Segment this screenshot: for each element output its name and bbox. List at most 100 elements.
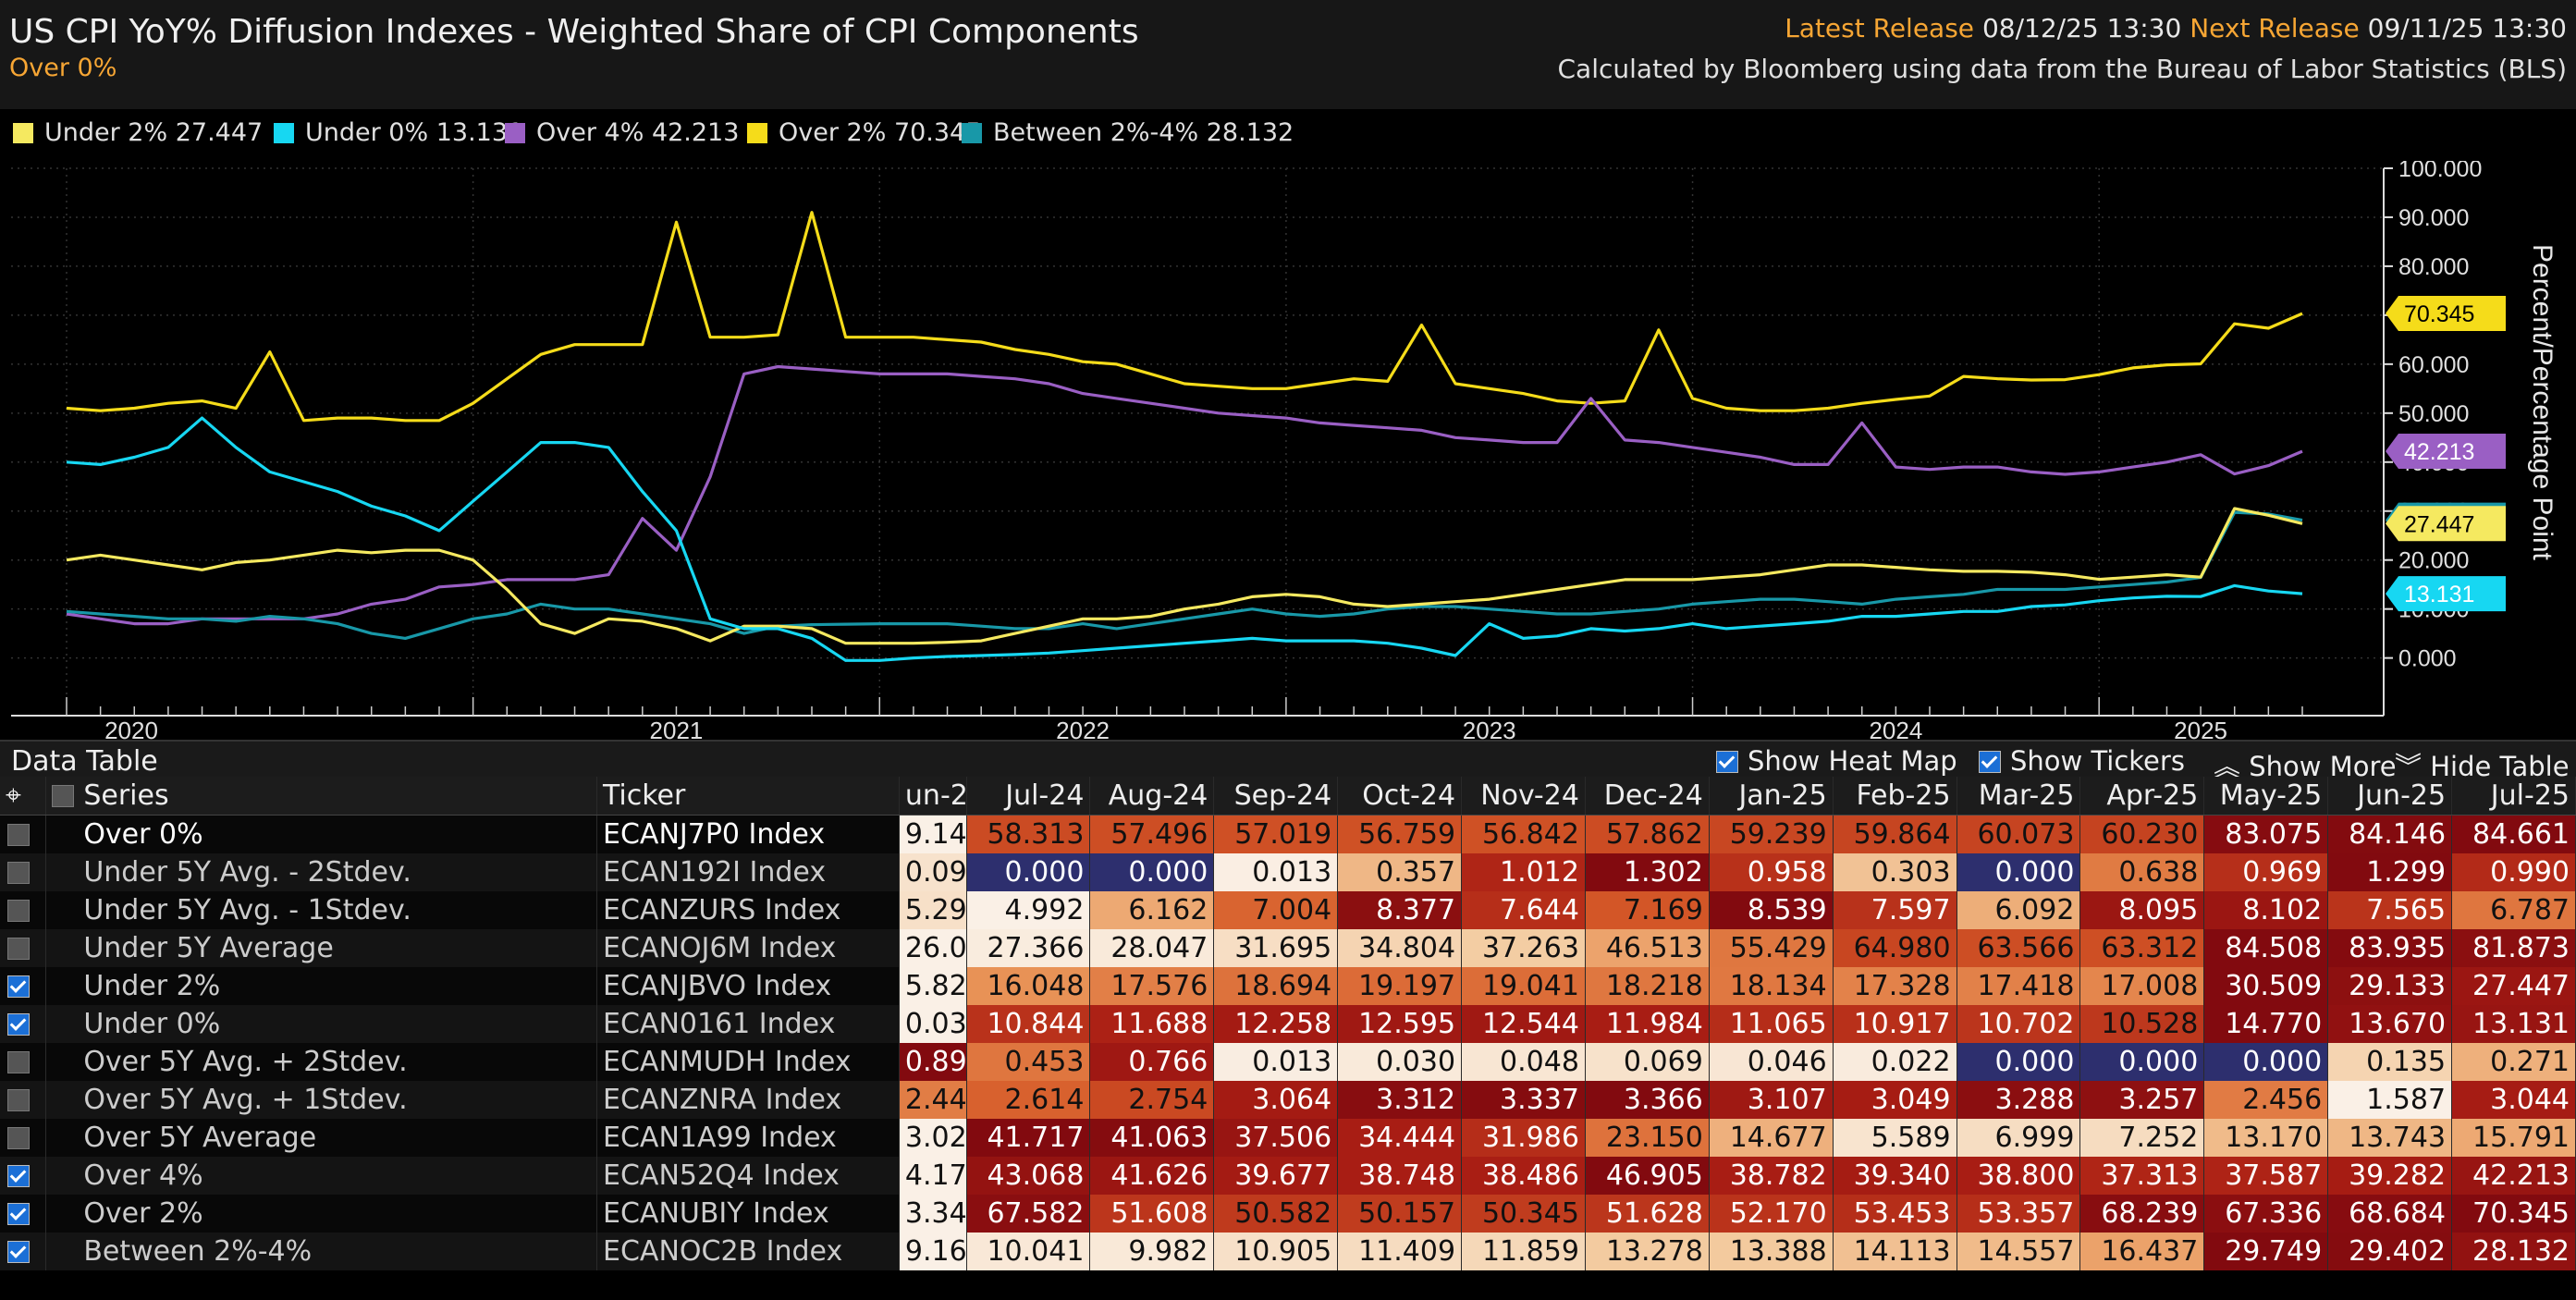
legend-item[interactable]: Under 0% 13.131 <box>274 118 523 147</box>
table-cell: 56.759 <box>1337 815 1463 853</box>
table-cell: 15.791 <box>2451 1119 2576 1157</box>
row-checkbox[interactable] <box>0 1043 47 1081</box>
table-cell: 39.677 <box>1213 1157 1339 1195</box>
row-checkbox[interactable] <box>0 891 47 929</box>
table-row[interactable]: Between 2%-4%ECANOC2B Index9.16810.0419.… <box>0 1233 2576 1270</box>
table-cell: 37.313 <box>2079 1157 2205 1195</box>
ticker-column-header[interactable]: Ticker <box>596 777 900 816</box>
month-column-header[interactable]: Jun-25 <box>2327 777 2453 816</box>
row-checkbox[interactable] <box>0 1081 47 1119</box>
y-tick-label: 90.000 <box>2398 205 2469 231</box>
table-cell: 7.565 <box>2327 891 2453 929</box>
series-column-header[interactable]: Series <box>45 777 598 816</box>
table-row[interactable]: Over 2%ECANUBIY Index3.34467.58251.60850… <box>0 1195 2576 1233</box>
month-column-header[interactable]: May-25 <box>2203 777 2329 816</box>
table-cell: 50.345 <box>1461 1195 1586 1233</box>
last-value-tag: 27.447 <box>2386 506 2506 542</box>
row-checkbox[interactable] <box>0 815 47 853</box>
table-cell: 51.608 <box>1089 1195 1215 1233</box>
table-cell: 12.258 <box>1213 1005 1339 1043</box>
last-value-tag-bg <box>2386 576 2506 612</box>
series-name: Between 2%-4% <box>45 1233 598 1270</box>
table-cell: 13.670 <box>2327 1005 2453 1043</box>
table-cell: 41.063 <box>1089 1119 1215 1157</box>
last-value-tag: 70.345 <box>2386 296 2506 332</box>
legend-item[interactable]: Over 2% 70.345 <box>747 118 981 147</box>
table-cell: 3.107 <box>1709 1081 1834 1119</box>
settings-column[interactable]: ⌖ <box>0 777 47 816</box>
row-checkbox[interactable] <box>0 1157 47 1195</box>
chart-legend: Under 2% 27.447 Under 0% 13.131 Over 4% 42… <box>0 109 2576 161</box>
month-column-header[interactable]: Mar-25 <box>1957 777 2081 816</box>
legend-label: Under 2% 27.447 <box>44 118 264 147</box>
table-row[interactable]: Under 5Y Avg. - 2Stdev. ECAN192I Index 0.0… <box>0 853 2576 891</box>
table-cell: 3.366 <box>1585 1081 1710 1119</box>
table-cell: 3.344 <box>899 1195 967 1233</box>
row-checkbox[interactable] <box>0 967 47 1005</box>
chart-canvas[interactable]: 100.00090.00080.00070.00060.00050.00040.… <box>0 161 2576 740</box>
month-column-header[interactable]: Nov-24 <box>1461 777 1586 816</box>
table-row[interactable]: Over 5Y Avg. + 2Stdev. ECANMUDH Index 0.89… <box>0 1043 2576 1081</box>
table-row[interactable]: Over 5Y Avg. + 1Stdev. ECANZNRA Index 2.44… <box>0 1081 2576 1119</box>
checkbox-icon <box>6 862 30 884</box>
last-value-label: 27.447 <box>2404 511 2474 537</box>
table-cell: 10.905 <box>1213 1233 1339 1270</box>
table-cell: 13.388 <box>1709 1233 1834 1270</box>
table-cell: 46.513 <box>1585 929 1710 967</box>
show-heat-map-toggle[interactable]: Show Heat Map <box>1716 745 1957 777</box>
legend-swatch <box>505 123 525 143</box>
table-cell: 11.859 <box>1461 1233 1586 1270</box>
month-column-header[interactable]: Jul-25 <box>2451 777 2576 816</box>
row-checkbox[interactable] <box>0 1233 47 1270</box>
row-checkbox[interactable] <box>0 1005 47 1043</box>
table-row[interactable]: Under 0%ECAN0161 Index0.03010.84411.6881… <box>0 1005 2576 1043</box>
table-cell: 0.048 <box>1461 1043 1586 1081</box>
series-name: Over 2% <box>45 1195 598 1233</box>
table-cell: 3.044 <box>2451 1081 2576 1119</box>
month-column-header[interactable]: Dec-24 <box>1585 777 1710 816</box>
table-cell: 0.135 <box>2327 1043 2453 1081</box>
month-column-header[interactable]: Jul-24 <box>966 777 1091 816</box>
line-chart[interactable]: 100.00090.00080.00070.00060.00050.00040.… <box>0 161 2576 740</box>
table-row[interactable]: Over 0%ECANJ7P0 Index9.14058.31357.49657… <box>0 815 2576 853</box>
month-column-header[interactable]: Apr-25 <box>2079 777 2205 816</box>
series-line[interactable] <box>66 364 2303 626</box>
series-header-label: Series <box>83 779 169 812</box>
legend-item[interactable]: Under 2% 27.447 <box>13 118 263 147</box>
month-column-header[interactable]: Aug-24 <box>1089 777 1215 816</box>
table-cell: 7.004 <box>1213 891 1339 929</box>
table-cell: 2.754 <box>1089 1081 1215 1119</box>
y-tick-label: 100.000 <box>2398 161 2482 182</box>
row-checkbox[interactable] <box>0 929 47 967</box>
table-cell: 0.357 <box>1337 853 1463 891</box>
table-row[interactable]: Over 4%ECAN52Q4 Index4.17643.06841.62639… <box>0 1157 2576 1195</box>
legend-swatch <box>962 123 982 143</box>
data-table: ⌖ Series Ticker un-24Jul-24Aug-24Sep-24O… <box>0 777 2576 1270</box>
table-cell: 9.168 <box>899 1233 967 1270</box>
table-cell: 41.717 <box>966 1119 1091 1157</box>
row-checkbox[interactable] <box>0 853 47 891</box>
series-line[interactable] <box>66 416 2303 662</box>
month-column-header[interactable]: Sep-24 <box>1213 777 1339 816</box>
series-line[interactable] <box>66 507 2303 645</box>
series-line[interactable] <box>66 510 2303 641</box>
month-column-header[interactable]: Jan-25 <box>1709 777 1834 816</box>
table-cell: 3.312 <box>1337 1081 1463 1119</box>
table-cell: 0.969 <box>2203 853 2329 891</box>
row-checkbox[interactable] <box>0 1195 47 1233</box>
series-line[interactable] <box>66 211 2303 423</box>
table-cell: 14.677 <box>1709 1119 1834 1157</box>
legend-item[interactable]: Between 2%-4% 28.132 <box>962 118 1294 147</box>
table-row[interactable]: Under 5Y Avg. - 1Stdev. ECANZURS Index 5.2… <box>0 891 2576 929</box>
show-tickers-toggle[interactable]: Show Tickers <box>1979 745 2185 777</box>
month-column-header[interactable]: un-24 <box>899 777 967 816</box>
table-row[interactable]: Under 2%ECANJBVO Index5.82616.04817.5761… <box>0 967 2576 1005</box>
legend-item[interactable]: Over 4% 42.213 <box>505 118 739 147</box>
month-column-header[interactable]: Oct-24 <box>1337 777 1463 816</box>
month-column-header[interactable]: Feb-25 <box>1833 777 1957 816</box>
table-cell: 0.958 <box>1709 853 1834 891</box>
settings-icon: ⌖ <box>6 779 21 812</box>
row-checkbox[interactable] <box>0 1119 47 1157</box>
